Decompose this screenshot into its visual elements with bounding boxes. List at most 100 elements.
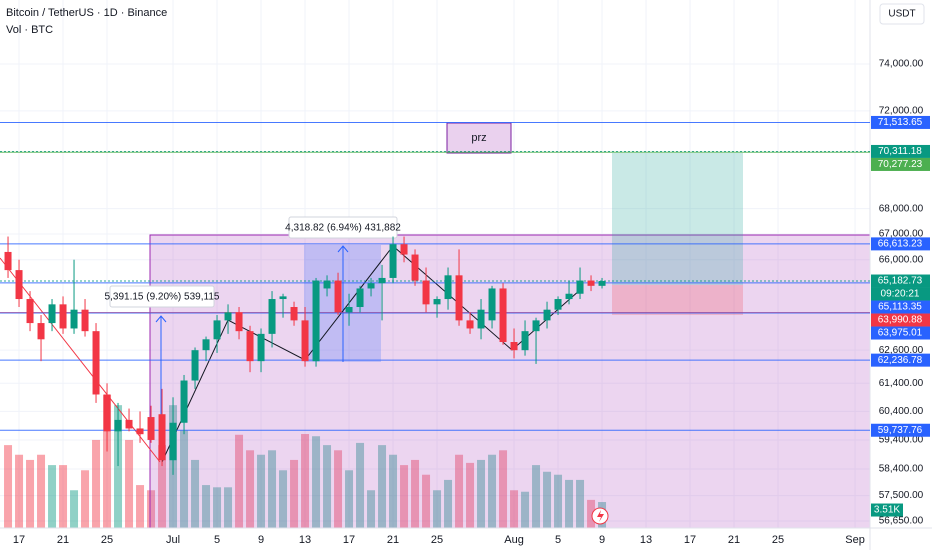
- x-tick-label: 21: [57, 534, 69, 546]
- measure-label-box: [109, 285, 215, 308]
- volume-bar: [510, 490, 519, 528]
- x-tick-label: 17: [343, 534, 355, 546]
- volume-bar: [224, 487, 233, 528]
- candle-body: [444, 275, 452, 300]
- candle-body: [301, 320, 309, 362]
- volume-bar: [59, 465, 68, 528]
- candle-body: [59, 304, 67, 329]
- candle-body: [213, 320, 221, 340]
- candle-body: [598, 281, 606, 286]
- currency-box[interactable]: [879, 3, 925, 25]
- x-tick-label: 5: [555, 534, 561, 546]
- candle-body: [466, 320, 474, 329]
- volume-bar: [125, 439, 134, 528]
- volume-bar: [532, 465, 541, 528]
- candle-body: [510, 342, 518, 351]
- volume-bar: [488, 454, 497, 528]
- price-label: 65,182.73: [878, 276, 923, 287]
- volume-bar: [466, 462, 475, 528]
- price-label-box: [871, 237, 930, 251]
- stop-zone: [612, 285, 743, 315]
- x-tick-label: 9: [599, 534, 605, 546]
- candle-body: [422, 280, 430, 305]
- volume-bar: [521, 491, 530, 528]
- candle-body: [576, 280, 584, 294]
- volume: [4, 394, 607, 528]
- candle-body: [147, 417, 155, 440]
- volume-bar: [268, 450, 277, 528]
- volume-bar: [411, 459, 420, 528]
- price-label: 59,737.76: [878, 425, 923, 436]
- candle-body: [191, 350, 199, 381]
- volume-bar: [433, 490, 442, 528]
- candle-body: [26, 299, 34, 324]
- volume-bar: [191, 459, 200, 528]
- target-zone: [612, 153, 743, 285]
- price-label-box: [871, 423, 930, 437]
- candle-body: [532, 320, 540, 332]
- x-tick-label: 25: [101, 534, 113, 546]
- countdown: 09:20:21: [881, 289, 920, 300]
- x-tick-label: 21: [387, 534, 399, 546]
- price-label-box: [871, 157, 930, 171]
- measure-label: 4,318.82 (6.94%) 431,882: [285, 223, 401, 234]
- chart-subtitle: Vol · BTC: [6, 24, 53, 36]
- volume-bar: [103, 394, 112, 528]
- y-tick-label: 74,000.00: [879, 59, 924, 70]
- candle-body: [15, 270, 23, 300]
- price-label: 63,975.01: [878, 328, 923, 339]
- countdown-box: [871, 287, 930, 301]
- candle-body: [488, 288, 496, 321]
- candle-body: [246, 331, 254, 362]
- candle-body: [587, 280, 595, 286]
- volume-bar: [279, 470, 288, 528]
- candle-body: [125, 419, 133, 429]
- alert-bolt: [597, 510, 604, 522]
- x-tick-label: 9: [258, 534, 264, 546]
- candle-body: [389, 244, 397, 278]
- volume-bar: [389, 454, 398, 528]
- candle-body: [323, 280, 331, 289]
- volume-bar: [455, 454, 464, 528]
- volume-bar: [334, 450, 343, 528]
- volume-bar: [81, 470, 90, 528]
- volume-bar: [202, 485, 211, 528]
- x-tick-label: 13: [640, 534, 652, 546]
- x-tick-label: 5: [214, 534, 220, 546]
- candle-body: [257, 333, 265, 362]
- volume-bar: [356, 442, 365, 528]
- price-label-box: [871, 313, 930, 327]
- candle-body: [345, 307, 353, 313]
- x-tick-label: Aug: [504, 534, 524, 546]
- candle-body: [521, 331, 529, 351]
- volume-bar: [301, 434, 310, 528]
- measure-label: 5,391.15 (9.20%) 539,115: [105, 292, 220, 303]
- volume-bar: [4, 445, 13, 528]
- candle-body: [114, 419, 122, 432]
- volume-bar: [400, 465, 409, 528]
- price-label: 71,513.65: [878, 117, 923, 128]
- candle-body: [378, 277, 386, 284]
- price-label: 66,613.23: [878, 239, 923, 250]
- volume-bar: [213, 487, 222, 528]
- price-label: 63,990.88: [878, 315, 923, 326]
- volume-bar: [565, 479, 574, 528]
- volume-bar: [323, 445, 332, 528]
- price-label-box: [871, 326, 930, 340]
- candle-body: [169, 422, 177, 461]
- candle-body: [411, 254, 419, 281]
- volume-bar: [367, 490, 376, 528]
- candle-body: [455, 275, 463, 321]
- volume-bar: [499, 450, 508, 528]
- volume-bar: [147, 490, 156, 528]
- candle-body: [312, 280, 320, 362]
- candle-body: [477, 309, 485, 329]
- y-tick-label: 67,000.00: [879, 229, 924, 240]
- x-tick-label: 25: [772, 534, 784, 546]
- volume-bar: [26, 459, 35, 528]
- y-tick-label: 61,400.00: [879, 378, 924, 389]
- volume-bar: [345, 470, 354, 528]
- y-tick-label: 57,500.00: [879, 490, 924, 501]
